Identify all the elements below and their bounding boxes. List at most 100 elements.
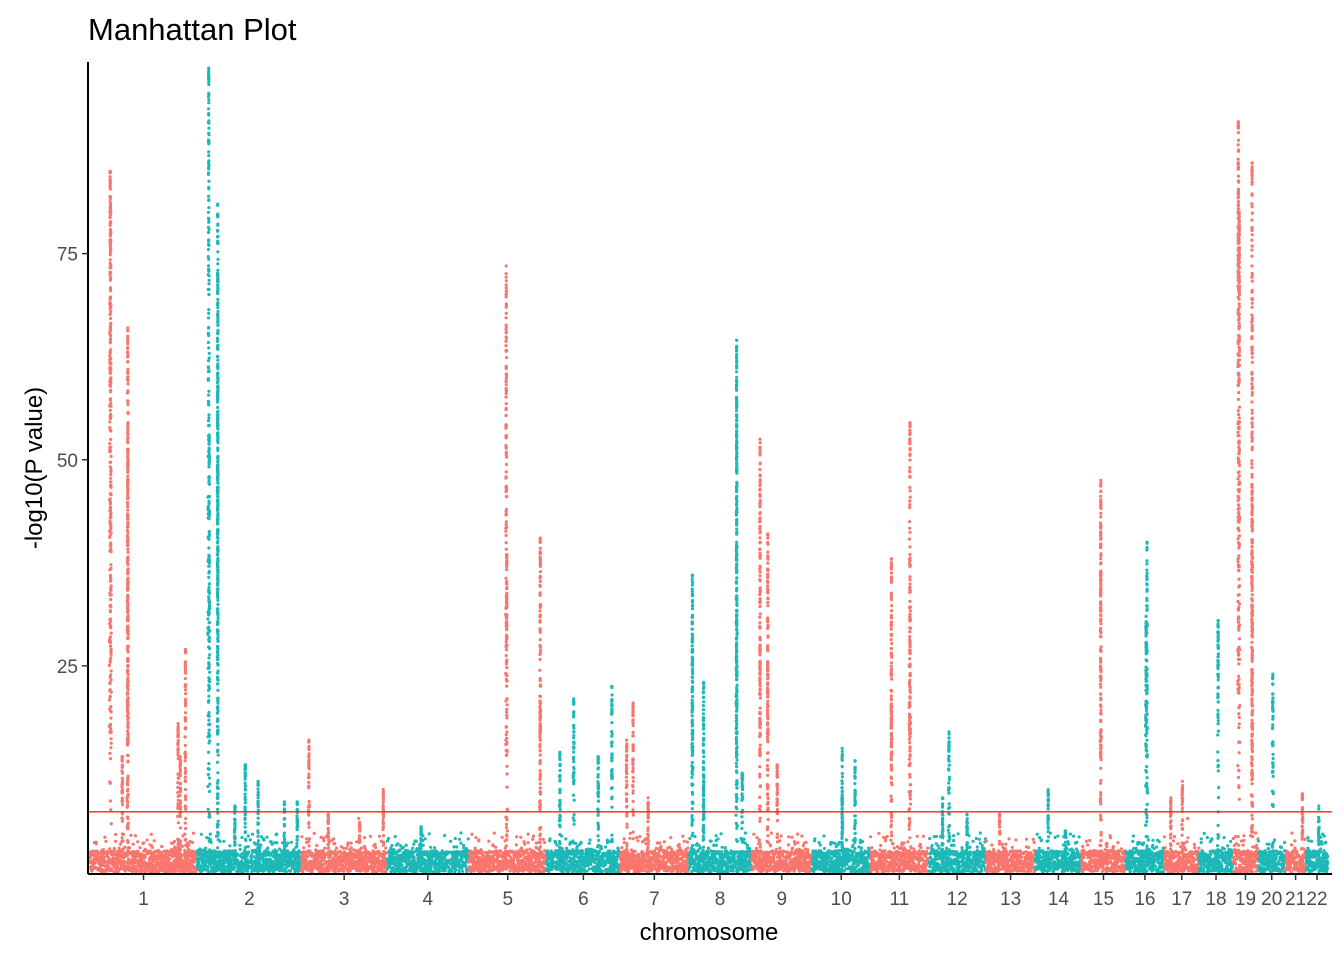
snp-point [211,850,215,854]
snp-point [442,862,446,866]
snp-point [108,757,113,761]
snp-point [523,842,527,846]
snp-point [256,812,260,816]
snp-point [362,851,366,855]
snp-point [207,595,211,599]
snp-point [120,803,125,807]
snp-point [509,850,514,854]
snp-point [109,271,113,275]
snp-point [216,508,220,512]
snp-point [126,723,130,727]
snp-point [295,820,299,825]
snp-point [108,383,112,387]
snp-point [206,767,210,771]
chromosome-2-points [195,66,304,874]
snp-point [429,864,433,868]
snp-point [126,421,130,425]
peak-point [243,763,247,767]
snp-point [207,613,211,617]
snp-point [207,683,211,687]
snp-point [126,759,130,763]
snp-point [207,455,211,459]
snp-point [109,526,113,530]
snp-point [515,835,519,839]
snp-point [459,831,463,835]
snp-point [307,765,311,769]
snp-point [183,676,187,681]
snp-point [148,860,152,865]
snp-point [302,846,306,850]
snp-point [96,857,100,862]
snp-point [256,839,261,843]
snp-point [206,505,210,509]
snp-point [307,784,311,788]
snp-point [126,351,130,355]
peak-point [326,812,330,816]
snp-point [381,854,386,858]
snp-point [109,597,113,602]
snp-point [438,853,442,858]
snp-point [183,859,188,863]
peak-point [381,788,385,792]
snp-point [404,843,408,847]
snp-point [178,801,183,805]
snp-point [207,741,211,745]
snp-point [313,862,317,866]
snp-point [109,263,113,267]
snp-point [269,859,273,863]
snp-point [216,500,220,504]
snp-point [108,420,112,424]
snp-point [109,429,113,433]
snp-point [120,836,124,840]
snp-point [126,608,130,612]
snp-point [216,568,220,572]
snp-point [332,842,336,846]
snp-point [207,533,211,537]
snp-point [348,849,352,853]
snp-point [179,869,183,873]
snp-point [121,856,125,860]
snp-point [306,868,310,872]
snp-point [358,860,362,864]
snp-point [263,853,267,857]
snp-point [109,690,113,694]
snp-point [240,852,244,856]
snp-point [320,836,324,840]
snp-point [109,705,113,709]
snp-point [373,862,377,866]
snp-point [243,795,247,799]
snp-point [127,846,131,850]
snp-point [126,696,130,700]
snp-point [125,670,130,675]
snp-point [126,500,130,505]
snp-point [162,859,166,863]
snp-point [199,848,203,852]
snp-point [311,867,315,871]
snp-point [207,666,211,670]
snp-point [209,862,213,867]
snp-point [112,856,116,860]
snp-point [381,834,386,838]
snp-point [283,817,287,821]
snp-point [218,858,222,862]
snp-point [216,405,220,410]
snp-point [215,463,220,467]
snp-point [233,860,237,864]
snp-point [216,309,220,314]
snp-point [125,789,129,793]
snp-point [207,73,211,77]
snp-point [216,262,220,266]
peak-point [233,804,237,808]
snp-point [91,852,95,857]
snp-point [183,727,187,731]
snp-point [240,835,244,840]
snp-point [233,830,237,834]
snp-point [174,869,178,873]
snp-point [305,837,309,841]
snp-point [357,853,361,857]
snp-point [457,837,461,841]
snp-point [328,859,333,863]
snp-point [184,826,188,831]
snp-point [109,388,113,392]
snp-point [233,843,237,847]
